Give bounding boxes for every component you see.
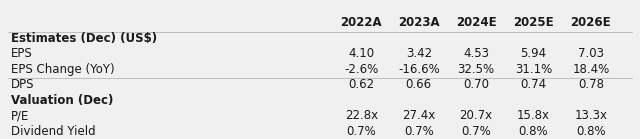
Text: EPS Change (YoY): EPS Change (YoY) — [11, 63, 115, 76]
Text: -2.6%: -2.6% — [344, 63, 378, 76]
Text: 0.8%: 0.8% — [518, 125, 548, 137]
Text: 18.4%: 18.4% — [572, 63, 609, 76]
Text: 2023A: 2023A — [398, 16, 440, 29]
Text: Valuation (Dec): Valuation (Dec) — [11, 94, 113, 107]
Text: 2026E: 2026E — [570, 16, 611, 29]
Text: 15.8x: 15.8x — [517, 109, 550, 122]
Text: EPS: EPS — [11, 47, 33, 60]
Text: 5.94: 5.94 — [520, 47, 547, 60]
Text: -16.6%: -16.6% — [398, 63, 440, 76]
Text: 32.5%: 32.5% — [458, 63, 495, 76]
Text: DPS: DPS — [11, 78, 35, 91]
Text: 0.7%: 0.7% — [461, 125, 491, 137]
Text: 3.42: 3.42 — [406, 47, 432, 60]
Text: 2022A: 2022A — [340, 16, 382, 29]
Text: 0.8%: 0.8% — [576, 125, 605, 137]
Text: 4.10: 4.10 — [348, 47, 374, 60]
Text: 13.3x: 13.3x — [574, 109, 607, 122]
Text: 0.70: 0.70 — [463, 78, 489, 91]
Text: P/E: P/E — [11, 109, 29, 122]
Text: 0.7%: 0.7% — [346, 125, 376, 137]
Text: 2024E: 2024E — [456, 16, 497, 29]
Text: 27.4x: 27.4x — [402, 109, 435, 122]
Text: 22.8x: 22.8x — [345, 109, 378, 122]
Text: 0.62: 0.62 — [348, 78, 374, 91]
Text: 0.7%: 0.7% — [404, 125, 434, 137]
Text: 2025E: 2025E — [513, 16, 554, 29]
Text: 31.1%: 31.1% — [515, 63, 552, 76]
Text: 7.03: 7.03 — [578, 47, 604, 60]
Text: Dividend Yield: Dividend Yield — [11, 125, 95, 137]
Text: 20.7x: 20.7x — [460, 109, 493, 122]
Text: Estimates (Dec) (US$): Estimates (Dec) (US$) — [11, 32, 157, 45]
Text: 0.74: 0.74 — [520, 78, 547, 91]
Text: 4.53: 4.53 — [463, 47, 489, 60]
Text: 0.78: 0.78 — [578, 78, 604, 91]
Text: 0.66: 0.66 — [406, 78, 432, 91]
